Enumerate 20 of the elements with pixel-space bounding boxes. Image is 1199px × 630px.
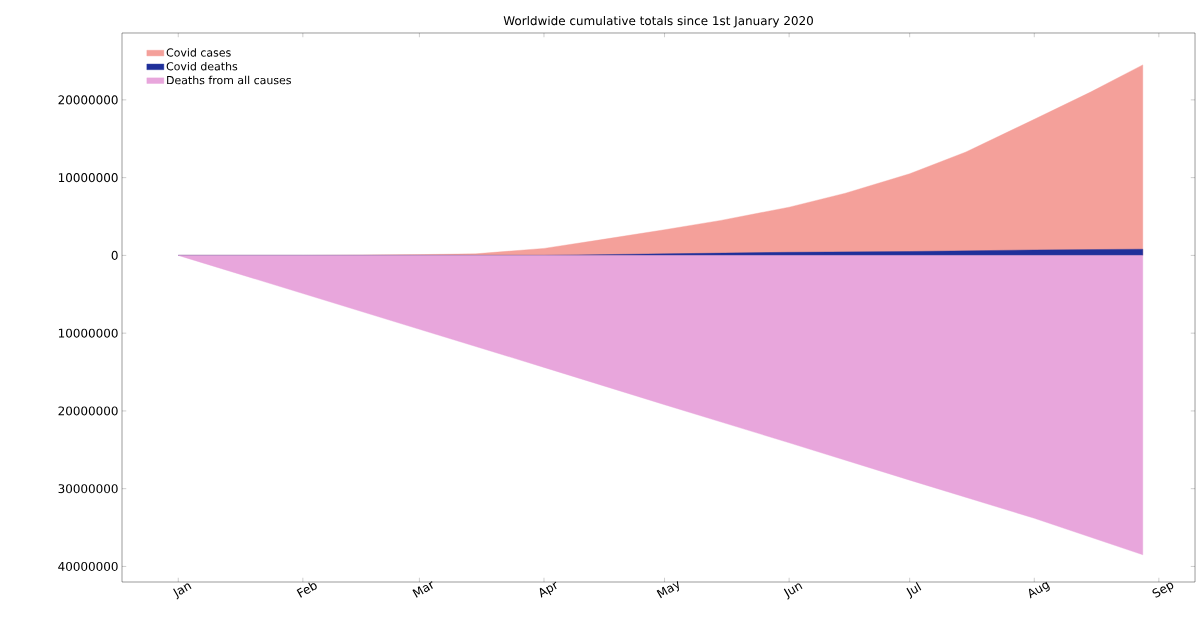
y-tick-label: 20000000 [58, 95, 118, 105]
y-tick-label: 30000000 [58, 484, 118, 494]
x-tick-label: Jul [906, 582, 922, 599]
x-tick-label: Jun [783, 583, 803, 600]
x-tick-label: Feb [296, 582, 317, 598]
y-tick-label: 10000000 [58, 328, 118, 338]
x-tick-label: May [656, 580, 679, 599]
y-tick-label: 10000000 [58, 173, 118, 183]
legend-label: Covid deaths [166, 61, 238, 71]
x-tick-label: Sep [1152, 582, 1174, 598]
x-tick-label: Jan [173, 583, 192, 600]
chart-title: Worldwide cumulative totals since 1st January 2020 [503, 15, 813, 28]
x-tick-label: Mar [412, 581, 433, 598]
legend-label: Deaths from all causes [167, 75, 291, 85]
y-tick-label: 40000000 [58, 561, 118, 571]
y-tick-label: 20000000 [58, 406, 118, 416]
y-tick-label: 0 [111, 250, 118, 260]
legend-label: Covid cases [166, 48, 231, 57]
x-tick-label: Apr [539, 581, 557, 598]
x-tick-label: Aug [1028, 581, 1050, 599]
